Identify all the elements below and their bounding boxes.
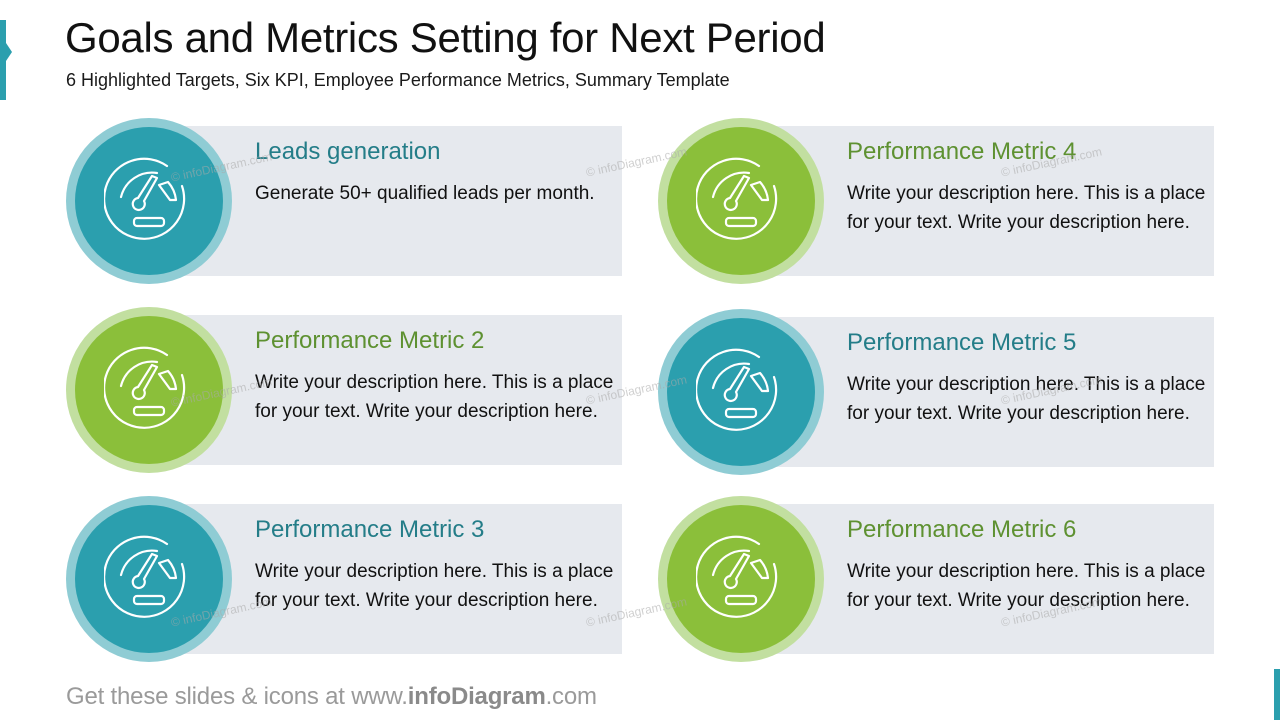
card-heading: Performance Metric 6 xyxy=(847,516,1077,543)
card-panel xyxy=(776,317,1214,467)
card-description: Write your description here. This is a p… xyxy=(255,561,614,611)
icon-disc xyxy=(667,127,815,275)
card-panel xyxy=(776,504,1214,654)
speedometer-icon xyxy=(696,535,778,618)
icon-disc xyxy=(75,316,223,464)
card-panel xyxy=(184,315,622,465)
icon-disc xyxy=(667,318,815,466)
speedometer-icon xyxy=(696,348,778,431)
card-heading: Performance Metric 4 xyxy=(847,138,1077,165)
speedometer-icon xyxy=(104,157,186,240)
footer-link[interactable]: Get these slides & icons at www.infoDiag… xyxy=(66,683,597,711)
footer-prefix: Get these slides & icons at www. xyxy=(66,683,408,710)
card-panel xyxy=(184,126,622,276)
card-description: Write your description here. This is a p… xyxy=(847,374,1206,424)
icon-disc xyxy=(75,505,223,653)
card-description: Write your description here. This is a p… xyxy=(847,183,1206,233)
corner-accent-bar xyxy=(1274,669,1280,720)
metric-card-4: Performance Metric 4 Write your descript… xyxy=(658,118,1214,284)
left-accent-bar xyxy=(0,20,6,100)
slide-subtitle: 6 Highlighted Targets, Six KPI, Employee… xyxy=(66,70,730,90)
card-description: Write your description here. This is a p… xyxy=(847,561,1206,611)
icon-disc xyxy=(75,127,223,275)
footer-brand: infoDiagram xyxy=(407,683,546,710)
left-accent-notch xyxy=(6,43,12,61)
speedometer-icon xyxy=(104,346,186,429)
speedometer-icon xyxy=(104,535,186,618)
card-panel xyxy=(776,126,1214,276)
metric-card-1: Leads generation Generate 50+ qualified … xyxy=(66,118,622,284)
card-description: Write your description here. This is a p… xyxy=(255,372,614,422)
metric-card-5: Performance Metric 5 Write your descript… xyxy=(658,309,1214,475)
card-heading: Performance Metric 2 xyxy=(255,327,485,354)
card-heading: Performance Metric 3 xyxy=(255,516,485,543)
slide-title: Goals and Metrics Setting for Next Perio… xyxy=(65,14,826,61)
metric-card-2: Performance Metric 2 Write your descript… xyxy=(66,307,622,473)
card-panel xyxy=(184,504,622,654)
card-heading: Performance Metric 5 xyxy=(847,329,1077,356)
speedometer-icon xyxy=(696,157,778,240)
icon-disc xyxy=(667,505,815,653)
card-heading: Leads generation xyxy=(255,138,441,165)
metric-card-3: Performance Metric 3 Write your descript… xyxy=(66,496,622,662)
footer-suffix: .com xyxy=(545,683,597,710)
card-description: Generate 50+ qualified leads per month. xyxy=(255,183,595,204)
metric-card-6: Performance Metric 6 Write your descript… xyxy=(658,496,1214,662)
